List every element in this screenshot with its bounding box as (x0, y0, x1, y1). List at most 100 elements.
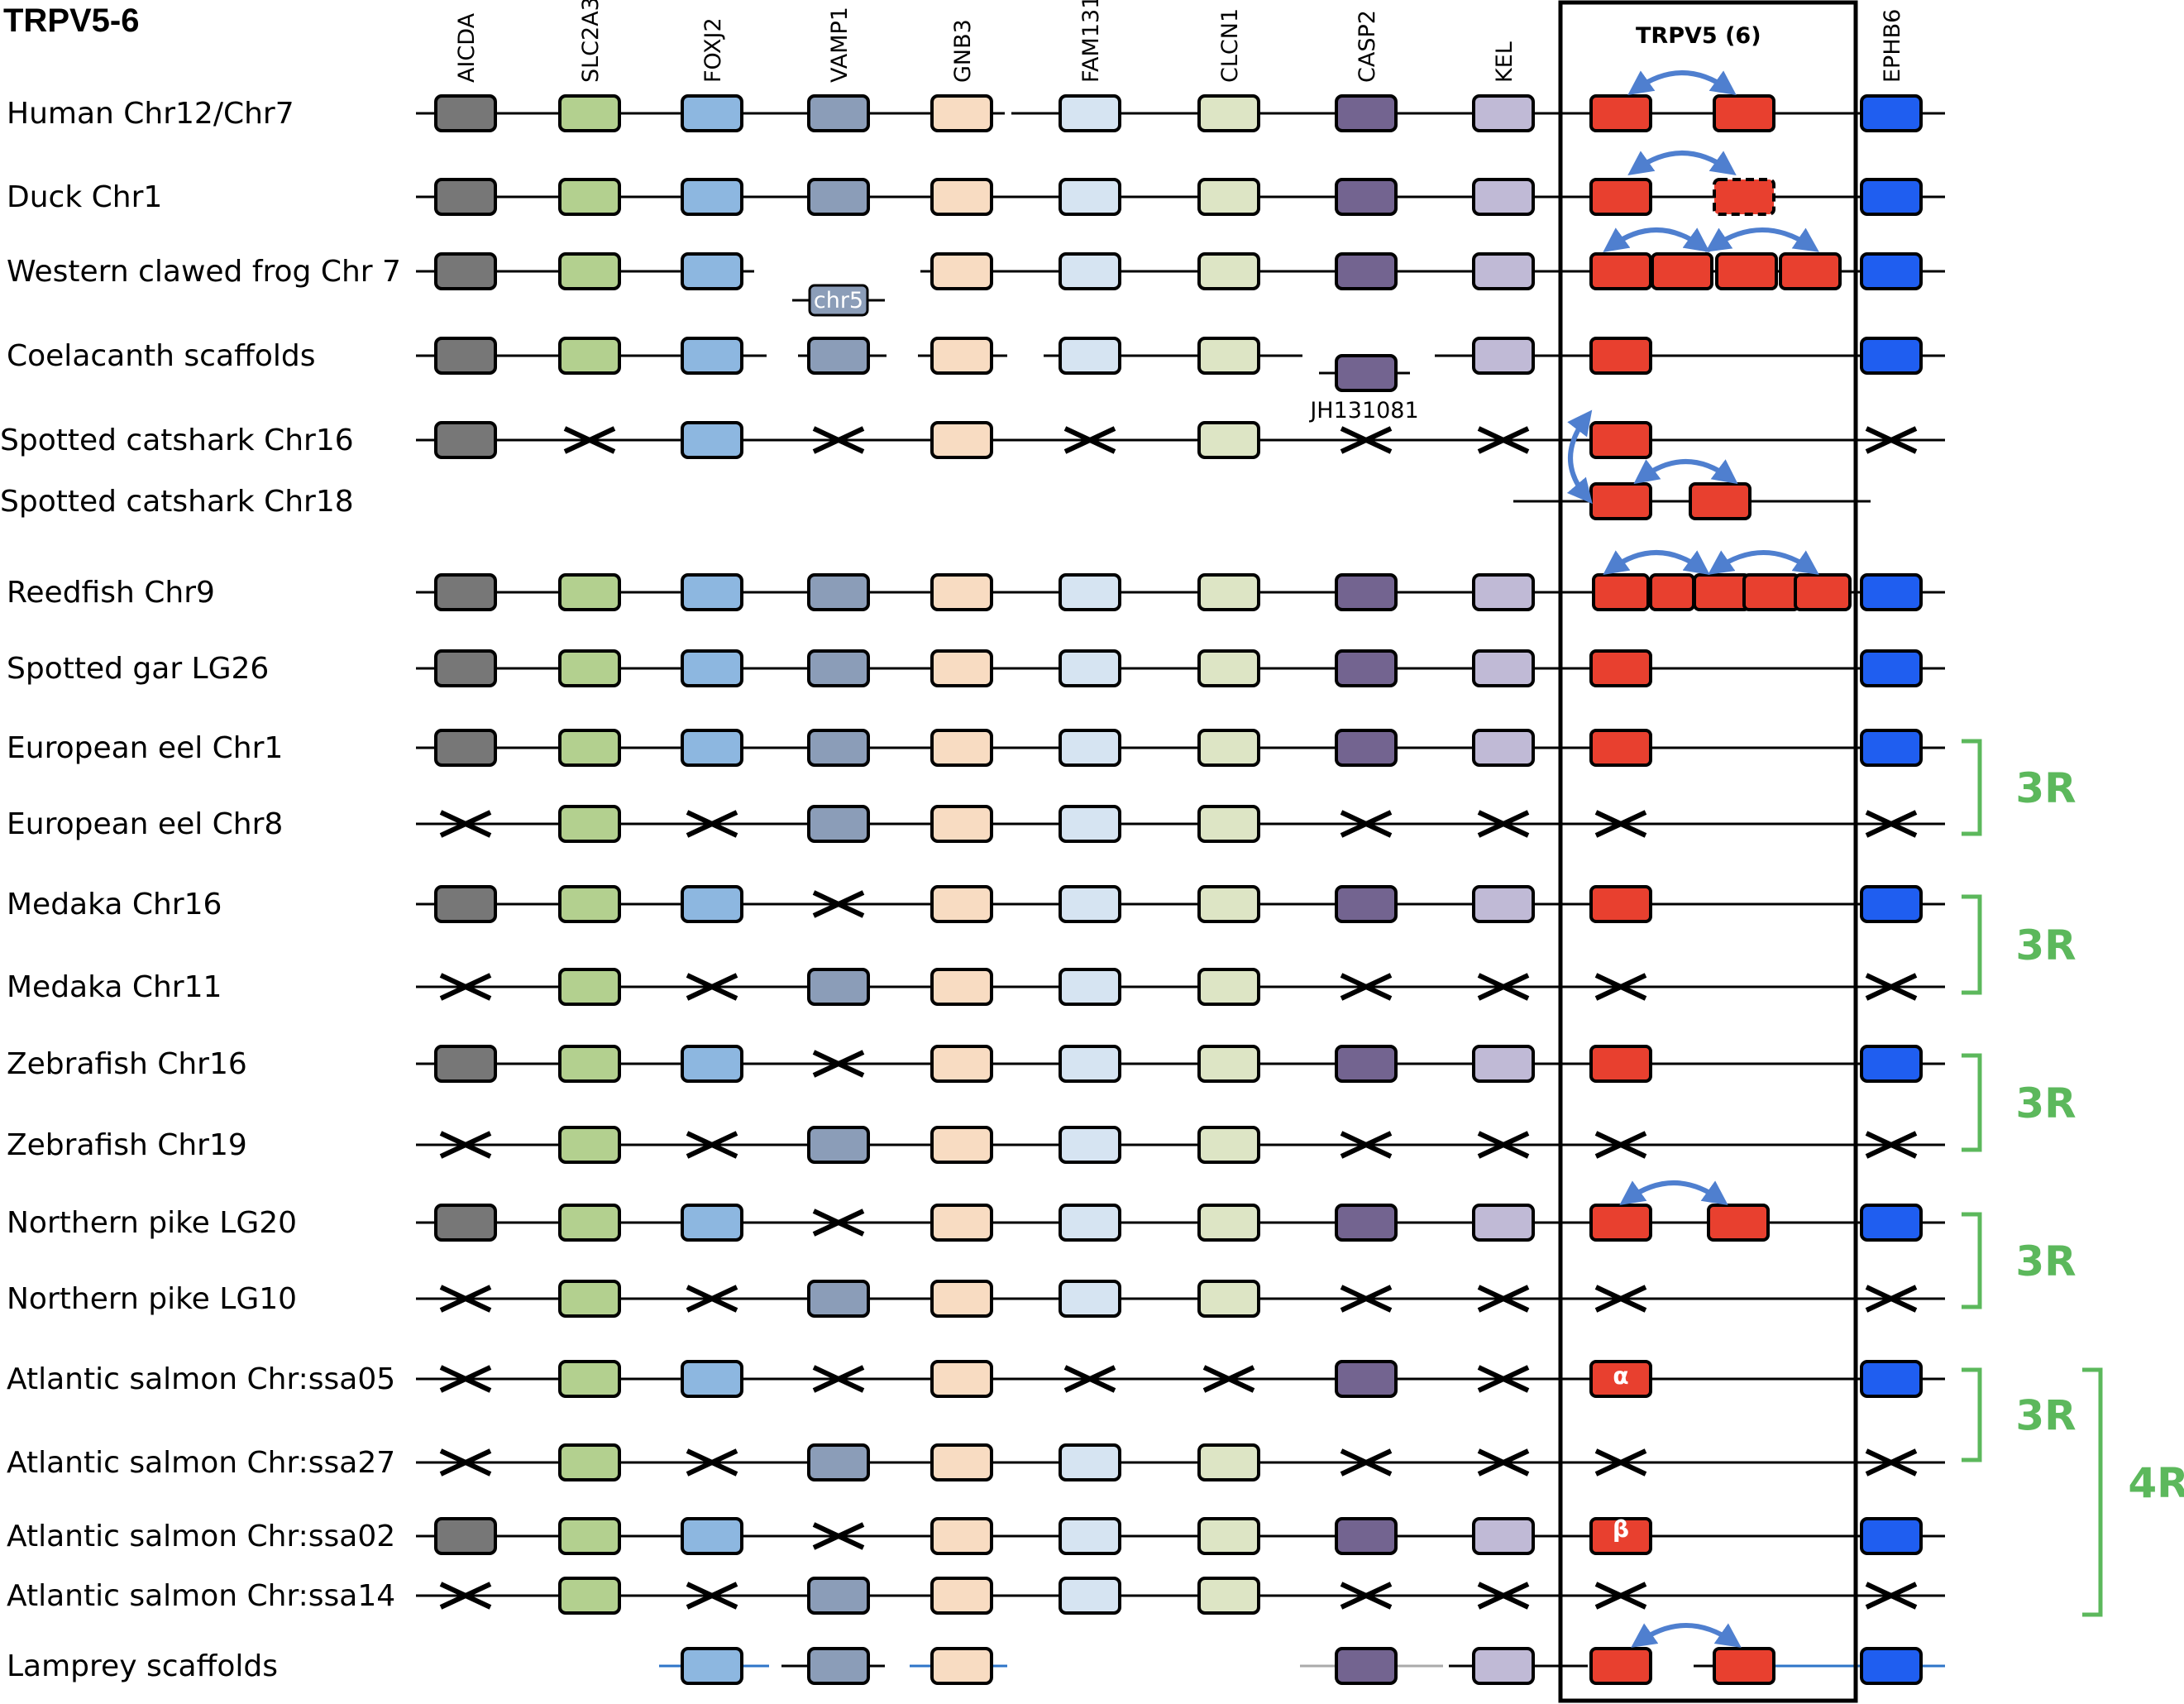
duplication-arrow (1603, 550, 1710, 576)
casp2-gene (1335, 1204, 1398, 1242)
aicda-gene (434, 337, 497, 375)
foxj2-gene (681, 1204, 743, 1242)
vamp1-gene (807, 649, 870, 687)
gene-name-vamp1: VAMP1 (827, 7, 853, 83)
row-labels: Human Chr12/Chr7 Duck Chr1 Western clawed … (0, 97, 401, 1683)
gene-name-gnb3: GNB3 (950, 19, 976, 83)
vamp1-gene (807, 1280, 870, 1318)
fam131-gene (1059, 1517, 1121, 1555)
fam131-gene (1059, 94, 1121, 132)
clcn1-gene (1197, 178, 1260, 216)
trpv-gene (1649, 573, 1695, 611)
clcn1-gene (1197, 573, 1260, 611)
gnb3-gene (930, 94, 993, 132)
aicda-gene (434, 885, 497, 923)
clcn1-gene (1197, 1577, 1260, 1615)
gene-name-ephb6: EPHB6 (1880, 9, 1905, 83)
foxj2-gene (681, 885, 743, 923)
kel-gene (1472, 1204, 1535, 1242)
gnb3-gene (930, 649, 993, 687)
duplication-arrow (1708, 550, 1819, 575)
trpv-gene-lost (1594, 973, 1647, 1001)
clcn1-gene (1197, 1517, 1260, 1555)
aicda-gene-lost (439, 973, 492, 1001)
slc2a3-gene (558, 1045, 621, 1083)
gnb3-gene (930, 252, 993, 290)
trpv-gene (1589, 252, 1652, 290)
fam131-gene (1059, 1126, 1121, 1164)
trpv-gene (1589, 178, 1652, 216)
gnb3-gene (930, 421, 993, 459)
ephb6-gene (1860, 337, 1923, 375)
label-3r: 3R (2015, 1079, 2076, 1127)
kel-gene (1472, 94, 1535, 132)
aicda-gene (434, 421, 497, 459)
kel-gene (1472, 1045, 1535, 1083)
casp2-gene (1335, 649, 1398, 687)
trpv-gene (1589, 1045, 1652, 1083)
aicda-gene-lost (439, 1448, 492, 1477)
ephb6-gene (1860, 1647, 1923, 1685)
gnb3-gene (930, 968, 993, 1006)
fam131-gene (1059, 252, 1121, 290)
row-label: European eel Chr1 (7, 731, 283, 765)
row-label: European eel Chr8 (7, 807, 283, 841)
trpv-gene (1693, 573, 1751, 611)
trpv-gene (1713, 1647, 1775, 1685)
foxj2-gene-lost (686, 1131, 738, 1159)
fam131-gene (1059, 805, 1121, 843)
row-label: Northern pike LG20 (7, 1206, 297, 1240)
aicda-gene-lost (439, 1365, 492, 1393)
casp2-gene-lost (1340, 1285, 1393, 1313)
duplication-arrow (1631, 1623, 1742, 1648)
label-3r: 3R (2015, 764, 2076, 812)
slc2a3-gene (558, 968, 621, 1006)
foxj2-gene (681, 1045, 743, 1083)
ephb6-gene (1860, 94, 1923, 132)
slc2a3-gene (558, 1360, 621, 1398)
fam131-gene (1059, 1045, 1121, 1083)
gnb3-gene (930, 1126, 993, 1164)
trpv-gene-lost (1594, 1285, 1647, 1313)
ephb6-gene (1860, 178, 1923, 216)
gnb3-gene (930, 1443, 993, 1481)
duplication-arrow (1627, 70, 1737, 95)
foxj2-gene (681, 178, 743, 216)
fam131-gene (1059, 729, 1121, 767)
fam131-gene (1059, 649, 1121, 687)
kel-gene-lost (1477, 810, 1530, 838)
row-label: Reedfish Chr9 (7, 576, 215, 610)
clcn1-gene (1197, 252, 1260, 290)
foxj2-gene (681, 421, 743, 459)
kel-gene-lost (1477, 1365, 1530, 1393)
row-label: Atlantic salmon Chr:ssa05 (7, 1362, 395, 1396)
fam131-gene (1059, 968, 1121, 1006)
clcn1-gene (1197, 1045, 1260, 1083)
gene-name-aicda: AICDA (454, 12, 480, 83)
slc2a3-gene (558, 94, 621, 132)
fam131-gene-lost (1063, 1365, 1116, 1393)
scaffold-annotation: JH131081 (1308, 398, 1418, 424)
duplication-arrows (1566, 70, 1819, 1648)
casp2-gene (1335, 94, 1398, 132)
aicda-gene (434, 252, 497, 290)
bracket-3r (1962, 894, 1982, 995)
ephb6-gene (1860, 649, 1923, 687)
label-3r: 3R (2015, 1237, 2076, 1285)
gnb3-gene (930, 885, 993, 923)
vamp1-gene-lost (812, 1050, 865, 1078)
gene-name-fam131: FAM131 (1078, 0, 1104, 83)
trpv-gene (1592, 573, 1650, 611)
kel-gene (1472, 885, 1535, 923)
slc2a3-gene (558, 1204, 621, 1242)
cluster-frame (1558, 0, 1858, 1703)
trpv-gene-lost (1594, 1582, 1647, 1610)
duplication-arrow (1705, 227, 1819, 252)
fam131-gene (1059, 1443, 1121, 1481)
casp2-gene (1335, 1360, 1398, 1398)
trpv-gene (1589, 482, 1652, 520)
aicda-gene (434, 729, 497, 767)
bracket-3r (1962, 739, 1982, 836)
chr5-label: chr5 (814, 288, 863, 314)
gnb3-gene (930, 337, 993, 375)
